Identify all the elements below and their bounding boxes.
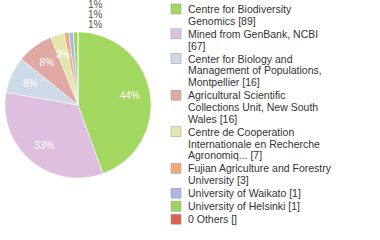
data-label: 3% — [56, 49, 71, 60]
legend-label: Center for Biology andManagement of Popu… — [188, 53, 322, 89]
legend-label: Centre de CooperationInternationale en R… — [188, 126, 320, 162]
legend-label: Agricultural ScientificCollections Unit,… — [188, 89, 318, 125]
data-label: 33% — [34, 140, 54, 151]
pie-slice — [64, 33, 78, 105]
data-label: 1% — [88, 19, 103, 30]
pie-slice — [78, 32, 79, 105]
legend-label: Mined from GenBank, NCBI[67] — [188, 28, 318, 52]
data-label: 1% — [88, 0, 103, 10]
legend-label: Centre for BiodiversityGenomics [89] — [188, 3, 292, 27]
pie-slice — [5, 92, 103, 178]
data-label: 1% — [88, 9, 103, 20]
data-labels: 44%33%8%8%3%1%1%1% — [23, 0, 140, 151]
data-label: 8% — [23, 78, 38, 89]
legend-swatch — [171, 54, 181, 64]
pie — [5, 32, 151, 178]
legend-label: University of Helsinki [1] — [188, 200, 300, 212]
data-label: 44% — [120, 90, 140, 101]
pie-slice — [69, 32, 78, 105]
legend-swatch — [171, 201, 181, 211]
legend-label: Fujian Agriculture and ForestryUniversit… — [188, 162, 332, 186]
legend-swatch — [171, 127, 181, 137]
data-label: 8% — [40, 57, 55, 68]
chart: 44%33%8%8%3%1%1%1%Centre for Biodiversit… — [0, 0, 380, 240]
legend-swatch — [171, 214, 181, 224]
legend-swatch — [171, 90, 181, 100]
legend-swatch — [171, 29, 181, 39]
legend-label: 0 Others [] — [188, 213, 237, 225]
legend: Centre for BiodiversityGenomics [89]Mine… — [171, 3, 332, 225]
legend-swatch — [171, 188, 181, 198]
pie-slice — [73, 32, 78, 105]
legend-swatch — [171, 4, 181, 14]
legend-label: University of Waikato [1] — [188, 187, 301, 199]
legend-swatch — [171, 163, 181, 173]
